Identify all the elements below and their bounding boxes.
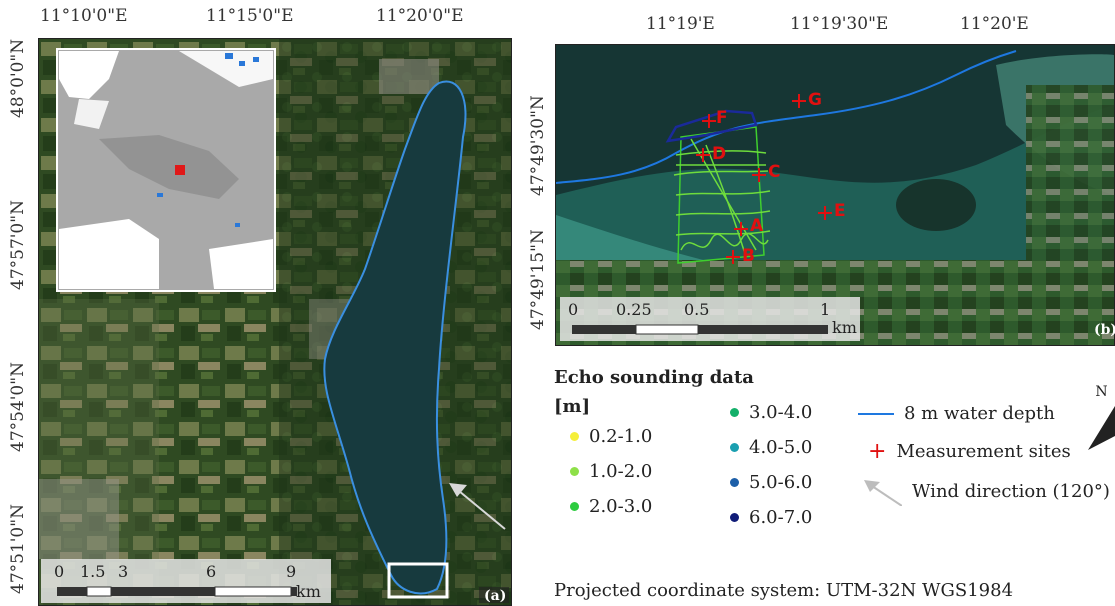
- depth-class-label: 5.0-6.0: [749, 472, 813, 493]
- legend-wind: Wind direction (120°): [862, 476, 1110, 506]
- study-area-marker: [175, 165, 185, 175]
- north-arrow: N: [1088, 384, 1115, 460]
- site-label: B: [742, 246, 755, 266]
- depth-class-item: 2.0-3.0: [570, 496, 652, 517]
- depth-class-dot: [570, 467, 579, 476]
- map-a-left-tick: 47°57'0"N: [8, 200, 28, 290]
- wind-arrow-icon: [864, 480, 902, 506]
- depth-class-dot: [730, 408, 739, 417]
- scale-label: 0: [54, 562, 65, 581]
- study-area-box: [387, 562, 449, 599]
- inset-europe-map: [56, 48, 276, 292]
- depth-class-dot: [730, 443, 739, 452]
- depth-class-item: 4.0-5.0: [730, 437, 812, 458]
- depth-line-symbol: [858, 412, 894, 415]
- scale-label: 3: [118, 562, 129, 581]
- map-a-top-tick: 11°15'0"E: [206, 6, 294, 26]
- scale-label: 1.5: [80, 562, 106, 581]
- site-label: C: [768, 162, 781, 182]
- satellite-image-a: [39, 39, 511, 605]
- map-b-panel: [555, 44, 1115, 346]
- map-b-top-tick: 11°19'30"E: [790, 14, 889, 34]
- site-label: E: [834, 201, 846, 221]
- scale-label: 0.25: [616, 300, 652, 319]
- site-label: D: [712, 144, 727, 164]
- measurement-sites: [696, 94, 832, 264]
- map-b-top-tick: 11°20'E: [960, 14, 1029, 34]
- depth-class-dot: [570, 502, 579, 511]
- legend-title: Echo sounding data: [554, 367, 754, 388]
- scale-label: 0: [568, 300, 579, 319]
- lake-starnberg: [323, 80, 467, 595]
- site-label: A: [750, 216, 764, 236]
- sites-label: Measurement sites: [896, 441, 1071, 462]
- wind-arrow-a: [449, 483, 506, 530]
- depth-class-label: 4.0-5.0: [749, 437, 813, 458]
- north-arrow-icon: [1088, 406, 1115, 450]
- map-a-left-tick: 47°51'0"N: [8, 504, 28, 594]
- legend-sites: + Measurement sites: [868, 439, 1071, 464]
- crs-note: Projected coordinate system: UTM-32N WGS…: [554, 580, 1014, 601]
- depth-class-item: 1.0-2.0: [570, 461, 652, 482]
- panel-label-b: (b): [1094, 322, 1115, 338]
- map-b-top-tick: 11°19'E: [646, 14, 715, 34]
- depth-class-dot: [730, 513, 739, 522]
- depth-class-item: 3.0-4.0: [730, 402, 812, 423]
- depth-class-label: 3.0-4.0: [749, 402, 813, 423]
- satellite-image-b: [556, 45, 1114, 345]
- scale-label: 9: [286, 562, 297, 581]
- depth-class-label: 6.0-7.0: [749, 507, 813, 528]
- map-a-top-tick: 11°20'0"E: [376, 6, 464, 26]
- map-a-left-tick: 47°54'0"N: [8, 362, 28, 452]
- map-a-left-tick: 48°0'0"N: [8, 38, 28, 118]
- depth-class-label: 2.0-3.0: [589, 496, 653, 517]
- wind-label: Wind direction (120°): [912, 480, 1110, 502]
- depth-classes-col-2: 3.0-4.0 4.0-5.0 5.0-6.0 6.0-7.0: [730, 402, 812, 528]
- legend-unit: [m]: [554, 396, 591, 417]
- scale-label: 6: [206, 562, 217, 581]
- depth-class-label: 0.2-1.0: [589, 426, 653, 447]
- site-label: F: [716, 108, 728, 128]
- echo-sounding-tracks: [673, 126, 771, 264]
- depth-class-label: 1.0-2.0: [589, 461, 653, 482]
- depth-class-dot: [730, 478, 739, 487]
- depth-class-dot: [570, 432, 579, 441]
- map-b-left-tick: 47°49'15"N: [528, 229, 548, 330]
- north-label: N: [1095, 384, 1108, 400]
- map-a-panel: [38, 38, 512, 606]
- depth-class-item: 6.0-7.0: [730, 507, 812, 528]
- depth-line-8m: [556, 50, 1017, 184]
- depth-line-label: 8 m water depth: [904, 403, 1055, 424]
- map-a-top-tick: 11°10'0"E: [40, 6, 128, 26]
- depth-classes-col-1: 0.2-1.0 1.0-2.0 2.0-3.0: [570, 426, 652, 517]
- site-label: G: [808, 90, 822, 110]
- scale-label: 0.5: [684, 300, 710, 319]
- map-b-left-tick: 47°49'30"N: [528, 95, 548, 196]
- depth-class-item: 5.0-6.0: [730, 472, 812, 493]
- cross-icon: +: [868, 439, 887, 464]
- scale-label: 1: [820, 300, 831, 319]
- depth-class-item: 0.2-1.0: [570, 426, 652, 447]
- panel-label-a: (a): [484, 588, 507, 604]
- scale-unit: km: [832, 318, 857, 337]
- scale-unit: km: [296, 582, 321, 601]
- legend-depth-line: 8 m water depth: [858, 403, 1055, 424]
